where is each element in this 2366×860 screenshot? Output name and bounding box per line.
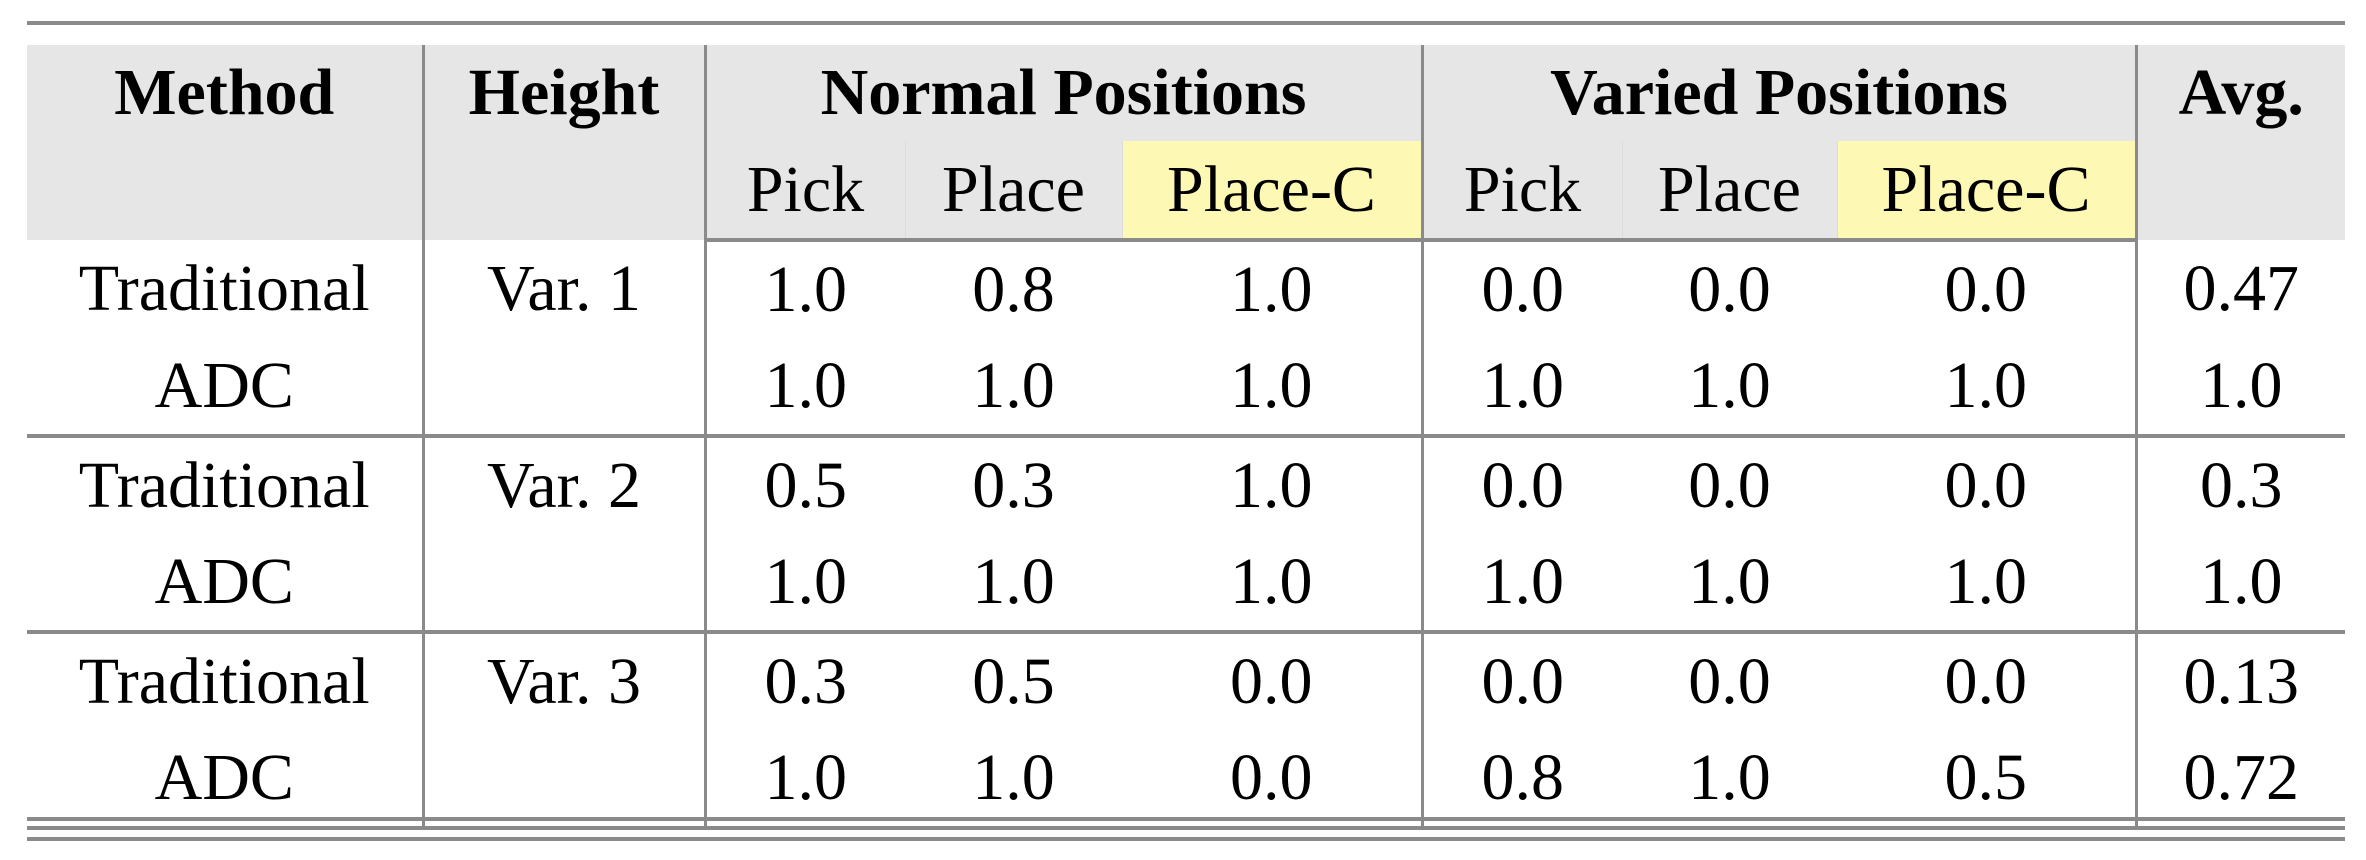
table-row: Traditional Var. 1 1.0 0.8 1.0 0.0 0.0 0.0 0.47: [27, 240, 2346, 338]
value-cell: 0.8: [972, 253, 1055, 326]
value-cell: 0.5: [1837, 730, 2137, 830]
value-cell: 1.0: [703, 730, 905, 830]
results-table: Method Height Normal Positions Varied Po…: [27, 45, 2346, 830]
value-cell: 0.0: [1688, 645, 1771, 718]
avg-cell: 0.3: [2134, 436, 2346, 534]
method-cell: ADC: [27, 730, 423, 830]
value-cell: 0.0: [1688, 449, 1771, 522]
height-cell: [421, 730, 705, 830]
header-height: Height: [421, 45, 705, 240]
top-rule: [27, 21, 2345, 25]
value-cell: 0.0: [1122, 730, 1423, 830]
table-row: ADC 1.0 1.0 0.0 0.8 1.0 0.5 0.72: [27, 730, 2346, 830]
height-cell: [421, 534, 705, 634]
table-row: ADC 1.0 1.0 1.0 1.0 1.0 1.0 1.0: [27, 338, 2346, 438]
value-cell: 1.0: [1122, 534, 1423, 634]
value-cell: 0.0: [1420, 632, 1623, 730]
value-cell: 1.0: [1622, 338, 1838, 438]
value-cell: 1.0: [703, 534, 905, 634]
avg-cell: 0.13: [2134, 632, 2346, 730]
value-cell: 0.0: [1944, 645, 2028, 718]
table-row: Traditional Var. 2 0.5 0.3 1.0 0.0 0.0 0.0 0.3: [27, 436, 2346, 534]
value-cell: 1.0: [1230, 253, 1313, 326]
header-varied-positions: Varied Positions: [1420, 45, 2137, 141]
method-cell: ADC: [27, 338, 423, 438]
avg-cell: 0.47: [2134, 240, 2346, 338]
method-cell: Traditional: [78, 449, 370, 522]
value-cell: 0.0: [1420, 240, 1623, 338]
value-cell: 1.0: [905, 534, 1122, 634]
value-cell: 0.0: [1688, 253, 1771, 326]
bottom-rule-1: [27, 817, 2345, 821]
value-cell: 1.0: [703, 240, 905, 338]
header-avg: Avg.: [2134, 45, 2346, 240]
value-cell: 0.5: [972, 645, 1055, 718]
value-cell: 1.0: [1837, 534, 2137, 634]
value-cell: 1.0: [1420, 338, 1623, 438]
value-cell: 0.0: [1420, 436, 1623, 534]
value-cell: 0.5: [703, 436, 905, 534]
header-normal-positions: Normal Positions: [703, 45, 1423, 141]
table-row: ADC 1.0 1.0 1.0 1.0 1.0 1.0 1.0: [27, 534, 2346, 634]
value-cell: 1.0: [703, 338, 905, 438]
height-cell: Var. 3: [421, 632, 705, 730]
subheader-normal-place: Place: [904, 141, 1122, 242]
value-cell: 1.0: [1622, 534, 1838, 634]
avg-cell: 1.0: [2134, 534, 2346, 634]
value-cell: 0.8: [1420, 730, 1623, 830]
subheader-varied-place: Place: [1621, 141, 1838, 242]
height-cell: [421, 338, 705, 438]
method-cell: Traditional: [78, 252, 370, 325]
value-cell: 1.0: [905, 730, 1122, 830]
value-cell: 1.0: [1837, 338, 2137, 438]
header-method: Method: [27, 45, 423, 240]
avg-cell: 1.0: [2134, 338, 2346, 438]
value-cell: 1.0: [905, 338, 1122, 438]
value-cell: 1.0: [1230, 449, 1313, 522]
height-cell: Var. 2: [421, 436, 705, 534]
value-cell: 1.0: [1122, 338, 1423, 438]
value-cell: 0.3: [972, 449, 1055, 522]
subheader-varied-place-c: Place-C: [1836, 141, 2137, 242]
value-cell: 0.3: [703, 632, 905, 730]
value-cell: 1.0: [1622, 730, 1838, 830]
value-cell: 0.0: [1944, 449, 2028, 522]
method-cell: Traditional: [78, 645, 370, 718]
table-row: Traditional Var. 3 0.3 0.5 0.0 0.0 0.0 0.0 0.13: [27, 632, 2346, 730]
subheader-normal-place-c: Place-C: [1121, 141, 1423, 242]
method-cell: ADC: [27, 534, 423, 634]
bottom-rule-2: [27, 837, 2345, 841]
subheader-normal-pick: Pick: [703, 141, 905, 242]
avg-cell: 0.72: [2134, 730, 2346, 830]
value-cell: 0.0: [1230, 645, 1313, 718]
value-cell: 0.0: [1944, 253, 2028, 326]
height-cell: Var. 1: [421, 240, 705, 338]
subheader-varied-pick: Pick: [1420, 141, 1623, 242]
value-cell: 1.0: [1420, 534, 1623, 634]
